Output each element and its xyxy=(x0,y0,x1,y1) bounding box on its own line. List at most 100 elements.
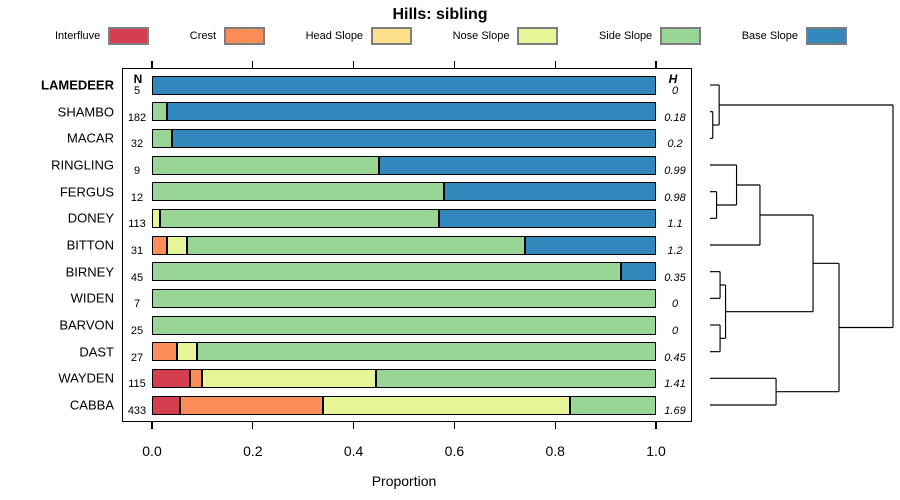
axis-tick-top xyxy=(453,61,456,68)
n-count-value: 433 xyxy=(127,405,147,417)
bar-segment-side-slope xyxy=(152,128,173,148)
axis-tick-bottom xyxy=(655,422,657,429)
row-label: WAYDEN xyxy=(58,370,114,386)
legend-item: Head Slope xyxy=(306,27,413,45)
n-count-value: 115 xyxy=(128,378,146,391)
bar-segment-crest xyxy=(189,368,203,388)
bar-segment-nose-slope xyxy=(152,208,160,228)
legend-label: Nose Slope xyxy=(452,30,510,42)
axis-tick-top xyxy=(352,61,355,68)
bar-segment-interfluve xyxy=(152,395,180,415)
axis-tick-bottom xyxy=(352,422,355,429)
bar-segment-base-slope xyxy=(152,75,656,95)
legend-swatch-icon xyxy=(224,27,266,45)
row-label: MACAR xyxy=(67,130,114,146)
axis-tick-bottom xyxy=(151,422,153,429)
legend-label: Base Slope xyxy=(741,30,798,42)
bar-segment-side-slope xyxy=(152,262,621,282)
n-count-value: 7 xyxy=(133,298,141,311)
legend-item: Side Slope xyxy=(598,27,702,45)
bar-segment-side-slope xyxy=(152,288,656,308)
n-count-value: 31 xyxy=(130,245,144,257)
bar-segment-side-slope xyxy=(152,315,656,335)
bar-segment-nose-slope xyxy=(323,395,571,415)
x-tick-label: 1.0 xyxy=(646,443,666,459)
h-stat-value: 1.1 xyxy=(667,218,683,231)
row-label: LAMEDEER xyxy=(41,77,114,93)
h-stat-value: 1.41 xyxy=(664,378,686,391)
n-count-value: 25 xyxy=(130,325,144,337)
legend-swatch-icon xyxy=(108,27,150,45)
n-count-value: 27 xyxy=(130,351,144,364)
x-tick-label: 0.0 xyxy=(142,443,162,459)
x-axis-label: Proportion xyxy=(371,473,437,489)
plot-area-border xyxy=(122,68,692,422)
bar-segment-base-slope xyxy=(378,155,656,175)
legend-item: Crest xyxy=(189,27,266,45)
h-stat-value: 0.18 xyxy=(664,111,686,124)
x-tick-label: 0.6 xyxy=(444,443,465,459)
bar-segment-side-slope xyxy=(376,368,656,388)
legend-label: Interfluve xyxy=(55,30,101,42)
chart-title: Hills: sibling xyxy=(392,6,488,23)
x-tick-label: 0.8 xyxy=(545,443,565,459)
axis-tick-bottom xyxy=(554,422,556,429)
n-count-value: 113 xyxy=(128,218,146,231)
bar-segment-base-slope xyxy=(620,262,656,282)
bar-segment-side-slope xyxy=(159,208,440,228)
x-tick-label: 0.2 xyxy=(243,443,263,459)
row-label: DAST xyxy=(79,344,114,360)
axis-tick-bottom xyxy=(252,422,254,429)
axis-tick-top xyxy=(554,61,556,68)
n-column-header: N xyxy=(133,72,143,86)
bar-segment-side-slope xyxy=(152,155,379,175)
h-stat-value: 0.45 xyxy=(664,351,686,364)
bar-segment-nose-slope xyxy=(202,368,377,388)
h-stat-value: 0 xyxy=(671,325,679,337)
h-stat-value: 0.2 xyxy=(667,138,683,151)
row-label: RINGLING xyxy=(51,157,114,173)
row-label: BITTON xyxy=(66,237,114,253)
row-label: WIDEN xyxy=(70,290,114,306)
n-count-value: 5 xyxy=(133,85,141,97)
bar-segment-side-slope xyxy=(570,395,656,415)
bar-segment-crest xyxy=(152,342,178,362)
legend-item: Interfluve xyxy=(55,27,150,45)
legend-item: Base Slope xyxy=(742,27,847,45)
h-stat-value: 1.2 xyxy=(667,245,683,257)
bar-segment-crest xyxy=(179,395,324,415)
legend-label: Crest xyxy=(189,30,217,42)
h-stat-value: 0.35 xyxy=(664,271,686,284)
h-column-header: H xyxy=(668,72,678,86)
bar-segment-nose-slope xyxy=(177,342,198,362)
row-label: FERGUS xyxy=(59,184,114,200)
bar-segment-base-slope xyxy=(439,208,656,228)
legend-item: Nose Slope xyxy=(453,27,559,45)
legend: Interfluve Crest Head Slope Nose Slope Side … xyxy=(55,26,847,46)
n-count-value: 32 xyxy=(130,138,144,151)
bar-segment-base-slope xyxy=(172,128,656,148)
bar-segment-side-slope xyxy=(197,342,656,362)
legend-label: Head Slope xyxy=(305,30,364,42)
axis-tick-top xyxy=(252,61,254,68)
n-count-value: 182 xyxy=(127,111,147,124)
row-label: BARVON xyxy=(59,317,114,333)
axis-tick-top xyxy=(655,61,657,68)
bar-segment-side-slope xyxy=(152,182,445,202)
h-stat-value: 0.98 xyxy=(664,191,686,204)
bar-segment-base-slope xyxy=(444,182,656,202)
bar-segment-base-slope xyxy=(167,102,656,122)
row-label: BIRNEY xyxy=(65,264,114,280)
legend-swatch-icon xyxy=(517,27,559,45)
legend-label: Side Slope xyxy=(598,30,653,42)
n-count-value: 45 xyxy=(130,271,144,284)
bar-segment-side-slope xyxy=(187,235,525,255)
x-tick-label: 0.4 xyxy=(343,443,364,459)
legend-swatch-icon xyxy=(660,27,702,45)
n-count-value: 12 xyxy=(130,191,144,204)
bar-segment-interfluve xyxy=(152,368,190,388)
h-stat-value: 1.69 xyxy=(664,405,686,417)
h-stat-value: 0 xyxy=(671,298,679,311)
